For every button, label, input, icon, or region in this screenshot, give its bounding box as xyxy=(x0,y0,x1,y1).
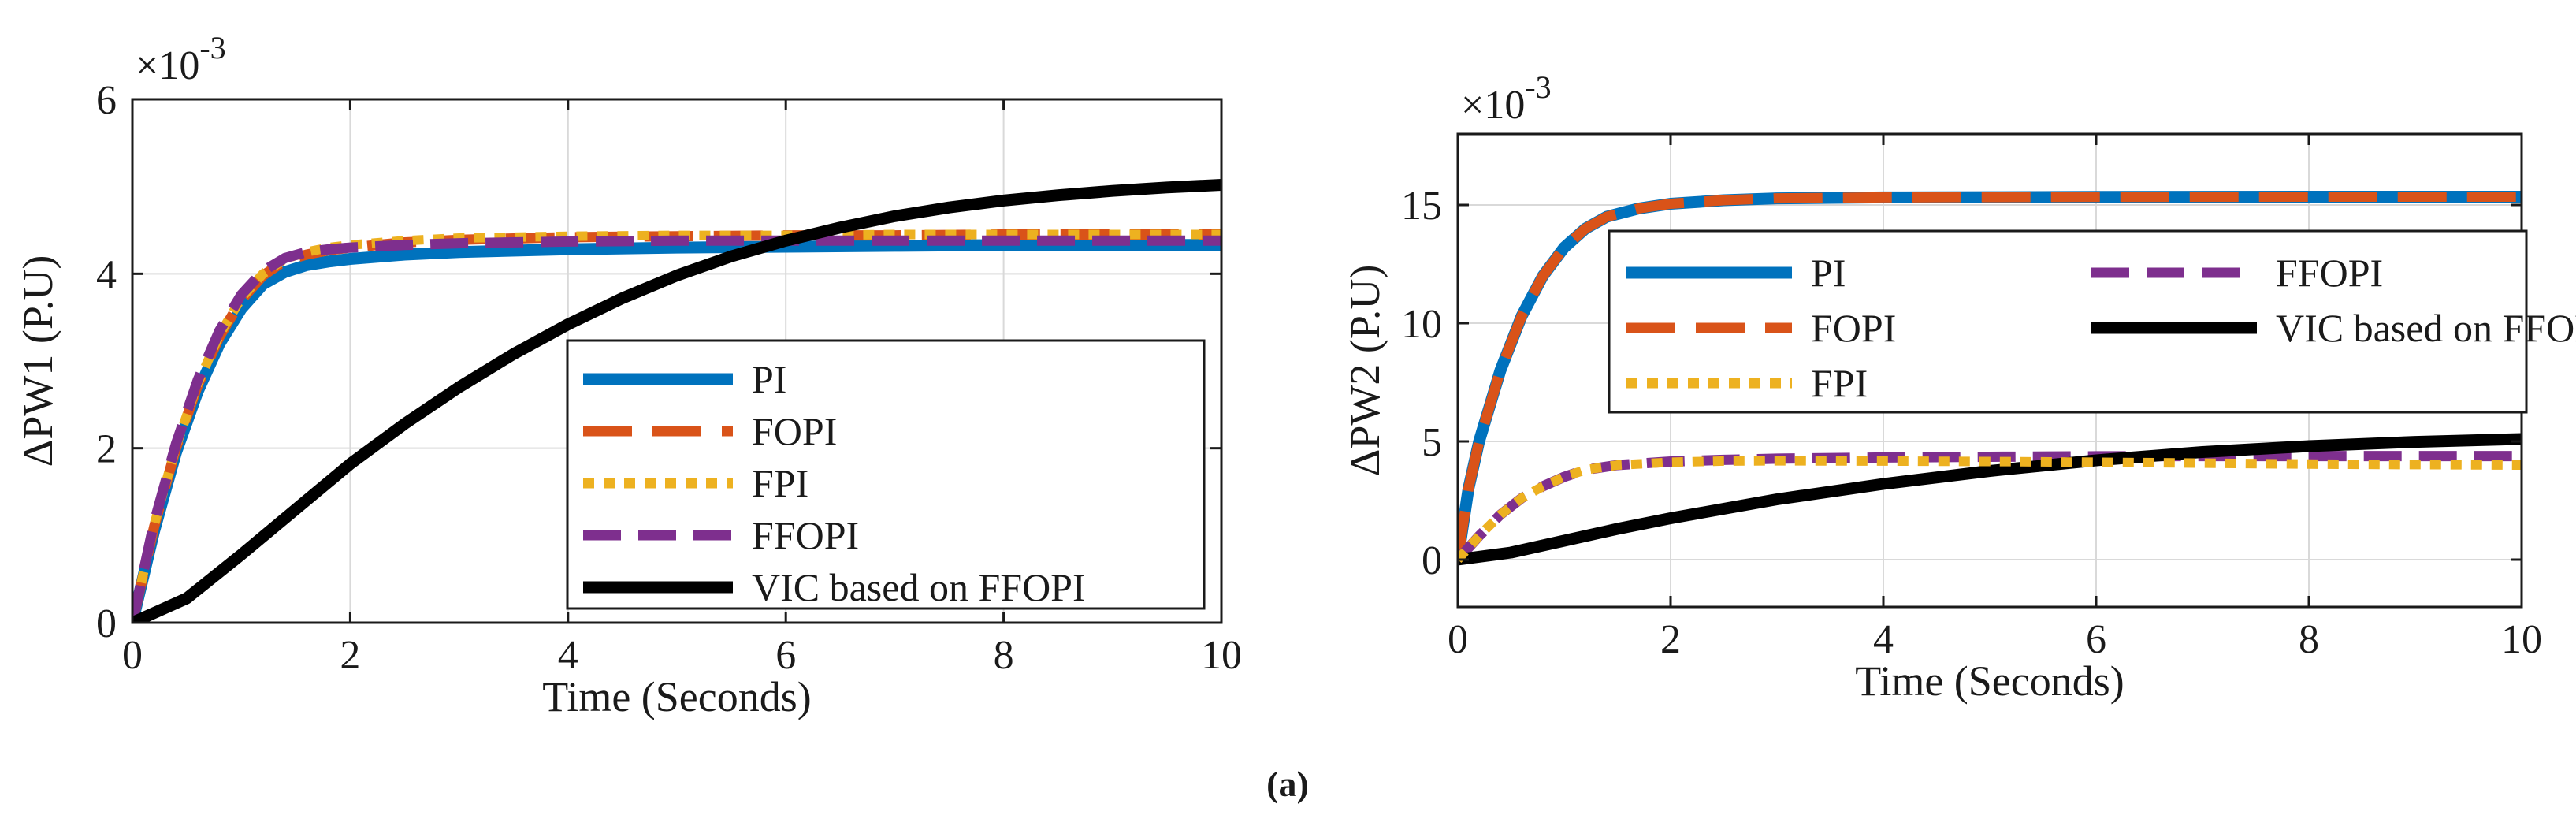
y-tick-label: 10 xyxy=(1401,302,1442,347)
x-tick-label: 2 xyxy=(340,633,360,678)
series-line-ffopi xyxy=(132,235,1221,623)
legend-label: FPI xyxy=(752,461,808,505)
legend-box xyxy=(566,339,1206,610)
x-tick-label: 6 xyxy=(2086,617,2106,662)
series-line-fpi xyxy=(1458,456,2522,564)
legend-label: PI xyxy=(752,357,786,401)
y-tick-label: 0 xyxy=(1422,538,1442,583)
y-tick-label: 15 xyxy=(1401,184,1442,229)
legend-label: FPI xyxy=(1811,361,1868,405)
axis-exponent: ×10-3 xyxy=(136,30,226,88)
legend-label: FFOPI xyxy=(752,513,859,557)
chart-panel-1: 0 2 4 6 8 10 0 2 4 6 ×10-3 Time (Seconds) ΔPW1 (P.U)… xyxy=(14,30,1242,720)
legend-label: VIC based on FFOPI xyxy=(752,565,1086,609)
y-tick-label: 2 xyxy=(96,427,117,472)
y-axis-label: ΔPW2 (P.U) xyxy=(1341,265,1388,477)
series-group xyxy=(1458,191,2522,566)
x-tick-label: 8 xyxy=(994,633,1014,678)
axis-exponent: ×10-3 xyxy=(1461,69,1552,128)
axis-exponent-power: -3 xyxy=(199,30,225,65)
legend-label: PI xyxy=(1811,251,1846,295)
x-tick-label: 6 xyxy=(775,633,796,678)
y-tick-label: 0 xyxy=(96,601,117,646)
legend-label: VIC based on FFOPI xyxy=(2276,306,2576,350)
axis-exponent-base: ×10 xyxy=(136,43,199,88)
x-tick-label: 4 xyxy=(1873,617,1894,662)
x-tick-label: 10 xyxy=(2501,617,2542,662)
legend: PI FOPI FFOPI VIC based on FFOPI FPI xyxy=(1608,229,2576,414)
x-axis-label: Time (Seconds) xyxy=(542,673,812,720)
series-line-vic-based-on-ffopi xyxy=(1458,433,2522,566)
series-line-vic-based-on-ffopi xyxy=(132,179,1221,623)
y-axis-label: ΔPW1 (P.U) xyxy=(14,255,61,467)
series-group xyxy=(132,179,1221,623)
legend-label: FOPI xyxy=(1811,306,1896,350)
legend: PI FOPI FPI FFOPI VIC based on FFOPI xyxy=(566,339,1206,610)
figure-caption: (a) xyxy=(1266,764,1309,804)
axis-exponent-base: ×10 xyxy=(1461,83,1525,128)
y-tick-label: 6 xyxy=(96,78,117,123)
x-tick-label: 0 xyxy=(122,633,143,678)
x-axis-label: Time (Seconds) xyxy=(1855,657,2124,705)
x-tick-label: 4 xyxy=(558,633,578,678)
x-tick-label: 8 xyxy=(2299,617,2319,662)
legend-box xyxy=(1608,229,2528,414)
series-line-fopi xyxy=(1458,192,2522,560)
legend-label: FFOPI xyxy=(2276,251,2383,295)
x-tick-label: 10 xyxy=(1201,633,1242,678)
chart-panel-2: 0 2 4 6 8 10 0 5 10 15 ×10-3 Time (Seconds) ΔPW2 (P.… xyxy=(1341,69,2576,705)
x-tick-label: 0 xyxy=(1448,617,1468,662)
y-tick-label: 5 xyxy=(1422,420,1442,465)
y-tick-label: 4 xyxy=(96,252,117,297)
x-tick-label: 2 xyxy=(1660,617,1681,662)
axes-frame xyxy=(131,98,1223,624)
legend-label: FOPI xyxy=(752,409,837,453)
axis-exponent-power: -3 xyxy=(1525,69,1551,105)
